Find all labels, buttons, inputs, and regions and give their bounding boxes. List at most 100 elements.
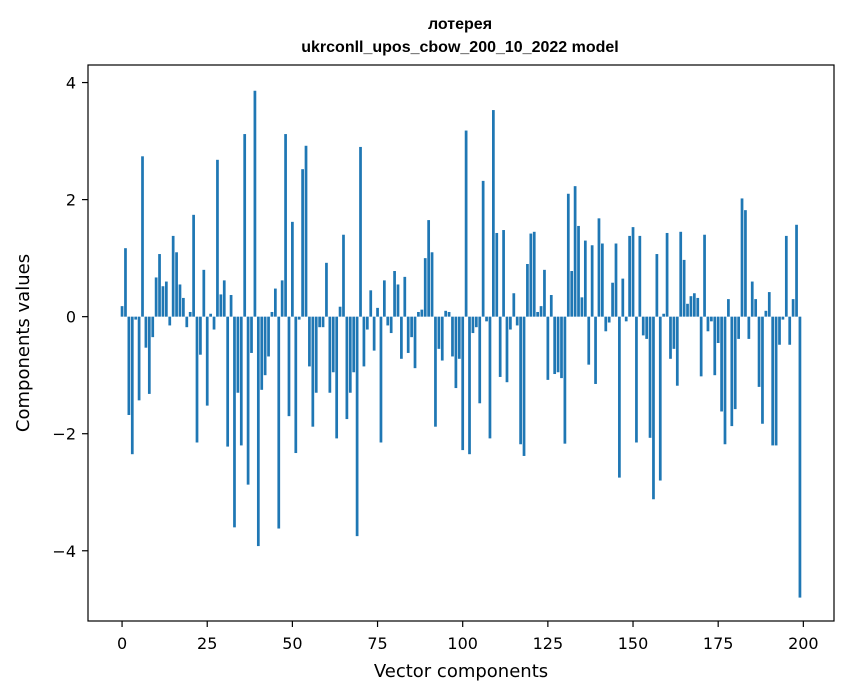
bar-61 (328, 316, 332, 393)
bar-87 (417, 311, 420, 317)
bar-177 (723, 316, 727, 445)
bar-104 (474, 316, 478, 328)
x-axis-ticks: 0 25 50 75 100 125 150 175 200 (117, 621, 819, 653)
bar-93 (437, 316, 441, 349)
bar-176 (720, 316, 723, 412)
bar-112 (502, 230, 505, 317)
bar-116 (515, 316, 519, 326)
bar-18 (182, 297, 185, 317)
bar-10 (154, 277, 158, 317)
bar-62 (331, 316, 335, 373)
bar-166 (686, 303, 689, 317)
bar-135 (580, 297, 584, 317)
bar-149 (628, 235, 631, 317)
bar-14 (168, 316, 172, 326)
bar-97 (451, 316, 454, 357)
bar-162 (672, 316, 676, 349)
bar-197 (791, 299, 795, 317)
bar-123 (539, 306, 543, 317)
bar-125 (546, 316, 550, 380)
bar-0 (120, 306, 124, 317)
bar-100 (461, 316, 465, 451)
chart-title-line1: лотерея (428, 16, 492, 33)
bar-67 (348, 316, 352, 393)
y-tick-label: 4 (66, 74, 76, 93)
bars-group (120, 90, 802, 598)
bar-193 (778, 316, 781, 345)
bar-146 (618, 316, 621, 478)
bar-186 (754, 299, 758, 317)
bar-35 (239, 316, 243, 446)
bar-31 (226, 316, 230, 447)
bar-50 (291, 221, 294, 317)
bar-76 (379, 316, 383, 443)
bar-187 (757, 316, 761, 387)
bar-80 (393, 271, 396, 317)
x-axis-label: Vector components (374, 661, 548, 682)
bar-69 (355, 316, 359, 537)
bar-71 (362, 316, 366, 367)
bar-167 (689, 296, 693, 317)
bar-96 (447, 311, 451, 317)
bar-122 (536, 311, 540, 317)
bar-26 (209, 313, 212, 317)
bar-89 (423, 258, 427, 317)
bar-70 (359, 146, 362, 317)
bar-43 (267, 316, 270, 357)
x-tick-label: 150 (618, 634, 649, 653)
plot-frame (87, 64, 835, 622)
bar-38 (250, 316, 253, 353)
bar-17 (178, 284, 182, 317)
bar-66 (345, 316, 349, 420)
bar-90 (427, 220, 431, 317)
bar-105 (478, 316, 482, 404)
bar-195 (784, 235, 788, 317)
bar-11 (158, 254, 161, 317)
bar-32 (229, 295, 233, 317)
bar-147 (621, 278, 625, 317)
bar-199 (798, 316, 802, 598)
x-tick-label: 100 (447, 634, 478, 653)
bar-126 (549, 295, 553, 317)
bar-172 (706, 316, 710, 332)
bar-48 (284, 134, 287, 317)
bar-138 (590, 245, 594, 317)
bar-120 (529, 233, 533, 317)
bar-9 (151, 316, 155, 338)
bar-99 (457, 316, 461, 359)
bar-72 (365, 316, 369, 330)
bar-160 (665, 232, 669, 317)
bar-107 (485, 316, 488, 322)
bar-174 (713, 316, 717, 376)
bar-196 (788, 316, 792, 345)
bar-7 (144, 316, 148, 348)
bar-73 (369, 290, 373, 317)
bar-44 (270, 311, 274, 317)
bar-110 (495, 232, 499, 317)
bar-170 (699, 316, 703, 377)
bar-95 (444, 310, 448, 317)
bar-173 (710, 316, 713, 322)
bar-150 (631, 227, 635, 317)
bar-143 (607, 316, 611, 323)
bar-124 (543, 269, 546, 317)
bar-139 (594, 316, 597, 384)
bar-158 (658, 316, 662, 481)
bar-133 (573, 186, 577, 317)
bar-59 (321, 316, 325, 328)
bar-180 (733, 316, 737, 410)
bar-64 (338, 306, 342, 317)
bar-40 (256, 316, 260, 547)
bar-77 (382, 280, 386, 317)
bar-145 (614, 243, 618, 317)
bar-82 (400, 316, 403, 359)
bar-63 (335, 316, 339, 439)
bar-106 (481, 180, 485, 317)
bar-148 (624, 316, 628, 322)
bar-15 (171, 235, 175, 317)
bar-182 (740, 198, 744, 317)
bar-113 (505, 316, 509, 383)
bar-141 (601, 243, 604, 317)
bar-163 (675, 316, 679, 386)
bar-84 (406, 316, 410, 353)
